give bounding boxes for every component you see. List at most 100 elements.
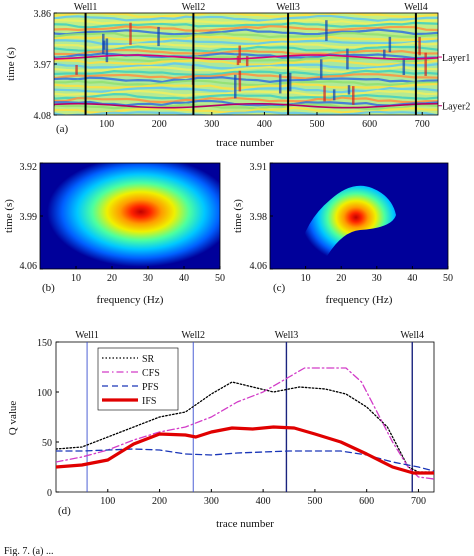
panel-c-ylabel: time (s)	[232, 199, 244, 233]
seismic-event	[319, 59, 323, 79]
panel-a-seismic-section: Well1 Well2 Well3 Well4 100 200 300 400 500 600 7…	[5, 2, 470, 149]
x-tick-label: 300	[204, 119, 219, 130]
y-tick-label: 3.86	[34, 9, 52, 20]
legend-label-cfs: CFS	[142, 368, 160, 379]
series-line-pfs	[56, 448, 434, 472]
seismic-band	[54, 110, 438, 115]
seismic-band	[54, 28, 438, 36]
seismic-band	[54, 35, 438, 42]
panel-d-ylabel: Q value	[7, 401, 19, 436]
seismic-event	[238, 45, 241, 63]
panel-a-tag: (a)	[56, 123, 69, 135]
x-tick-label: 20	[107, 273, 117, 284]
layer-labels: Layer1 Layer2	[438, 53, 470, 113]
caption-fragment: Fig. 7. (a) ...	[4, 546, 53, 556]
seismic-band	[54, 25, 438, 32]
panel-d-q-value-chart: Well1 Well2 Well3 Well4 100 200 300 400 500 600 7…	[7, 330, 435, 530]
seismic-event	[105, 38, 109, 63]
panel-c-x-ticks: 10 20 30 40 50	[301, 266, 453, 284]
x-tick-label: 300	[204, 496, 219, 507]
well-label-well2: Well2	[181, 330, 205, 341]
x-tick-label: 100	[100, 496, 115, 507]
y-tick-label: 3.98	[250, 212, 268, 223]
y-tick-label: 3.92	[20, 162, 38, 173]
seismic-event	[236, 55, 240, 66]
well-markers: Well1 Well2 Well3 Well4	[74, 2, 428, 115]
seismic-band	[54, 59, 438, 66]
seismic-band	[54, 89, 438, 97]
y-tick-label: 150	[37, 338, 52, 349]
series-line-cfs	[56, 367, 434, 480]
x-tick-label: 50	[443, 273, 453, 284]
seismic-band	[54, 14, 438, 22]
x-tick-label: 600	[359, 496, 374, 507]
seismic-event	[288, 72, 292, 92]
x-tick-label: 600	[362, 119, 377, 130]
x-tick-label: 500	[310, 119, 325, 130]
y-tick-label: 3.97	[34, 60, 52, 71]
layer-label-layer2: Layer2	[442, 102, 470, 113]
panel-c-xlabel: frequency (Hz)	[326, 294, 393, 306]
x-tick-label: 700	[415, 119, 430, 130]
horizon-layer2	[54, 102, 438, 109]
seismic-event	[234, 74, 237, 99]
panel-d-series	[56, 367, 434, 480]
legend-label-pfs: PFS	[142, 382, 159, 393]
x-tick-label: 500	[307, 496, 322, 507]
x-tick-label: 10	[301, 273, 311, 284]
horizon-layer1	[54, 54, 438, 60]
panel-c-y-ticks: 3.91 3.98 4.06	[250, 162, 273, 272]
seismic-event	[424, 52, 427, 76]
seismic-event	[157, 26, 160, 47]
panel-c-tag: (c)	[273, 282, 286, 294]
x-tick-label: 30	[372, 273, 382, 284]
seismic-event	[129, 22, 132, 45]
seismic-band	[54, 13, 438, 18]
well-label-well4: Well4	[400, 330, 424, 341]
well-label-well3: Well3	[276, 2, 300, 13]
panel-c-spectrum: 10 20 30 40 50 3.91 3.98 4.06 frequency (Hz) t…	[232, 162, 453, 306]
series-line-sr	[56, 381, 434, 473]
y-tick-label: 100	[37, 388, 52, 399]
seismic-band	[54, 93, 438, 100]
seismic-band	[54, 65, 438, 73]
y-tick-label: 4.08	[34, 111, 52, 122]
x-tick-label: 30	[143, 273, 153, 284]
seismic-event	[245, 56, 249, 67]
seismic-event	[332, 89, 336, 101]
seismic-event	[278, 74, 282, 94]
well-label-well2: Well2	[182, 2, 206, 13]
x-tick-label: 200	[152, 119, 167, 130]
x-tick-label: 100	[99, 119, 114, 130]
panel-a-x-ticks: 100 200 300 400 500 600 700	[99, 112, 430, 130]
seismic-event	[347, 85, 351, 95]
horizon-lines	[54, 54, 438, 109]
series-line-ifs	[56, 425, 434, 475]
seismic-event	[352, 86, 355, 105]
y-tick-label: 4.06	[250, 261, 268, 272]
panel-b-y-ticks: 3.92 3.99 4.06	[20, 162, 43, 272]
seismic-event	[388, 36, 392, 53]
y-tick-label: 50	[42, 438, 52, 449]
panel-b-xlabel: frequency (Hz)	[97, 294, 164, 306]
y-tick-label: 3.99	[20, 212, 38, 223]
x-tick-label: 700	[411, 496, 426, 507]
seismic-band	[54, 21, 438, 29]
seismic-event	[325, 20, 328, 41]
panel-c-heatmap	[296, 185, 396, 269]
x-tick-label: 400	[256, 496, 271, 507]
legend-label-ifs: IFS	[142, 396, 156, 407]
seismic-band	[54, 96, 438, 104]
well-label-well3: Well3	[275, 330, 299, 341]
panel-b-ylabel: time (s)	[3, 199, 15, 233]
x-tick-label: 10	[71, 273, 81, 284]
seismic-event	[346, 48, 349, 70]
panel-d-tag: (d)	[58, 505, 71, 517]
x-tick-label: 50	[215, 273, 225, 284]
panel-b-heatmap	[40, 163, 220, 269]
seismic-event	[323, 85, 326, 102]
x-tick-label: 40	[179, 273, 189, 284]
seismic-event	[383, 49, 386, 58]
panel-d-xlabel: trace number	[216, 518, 274, 530]
